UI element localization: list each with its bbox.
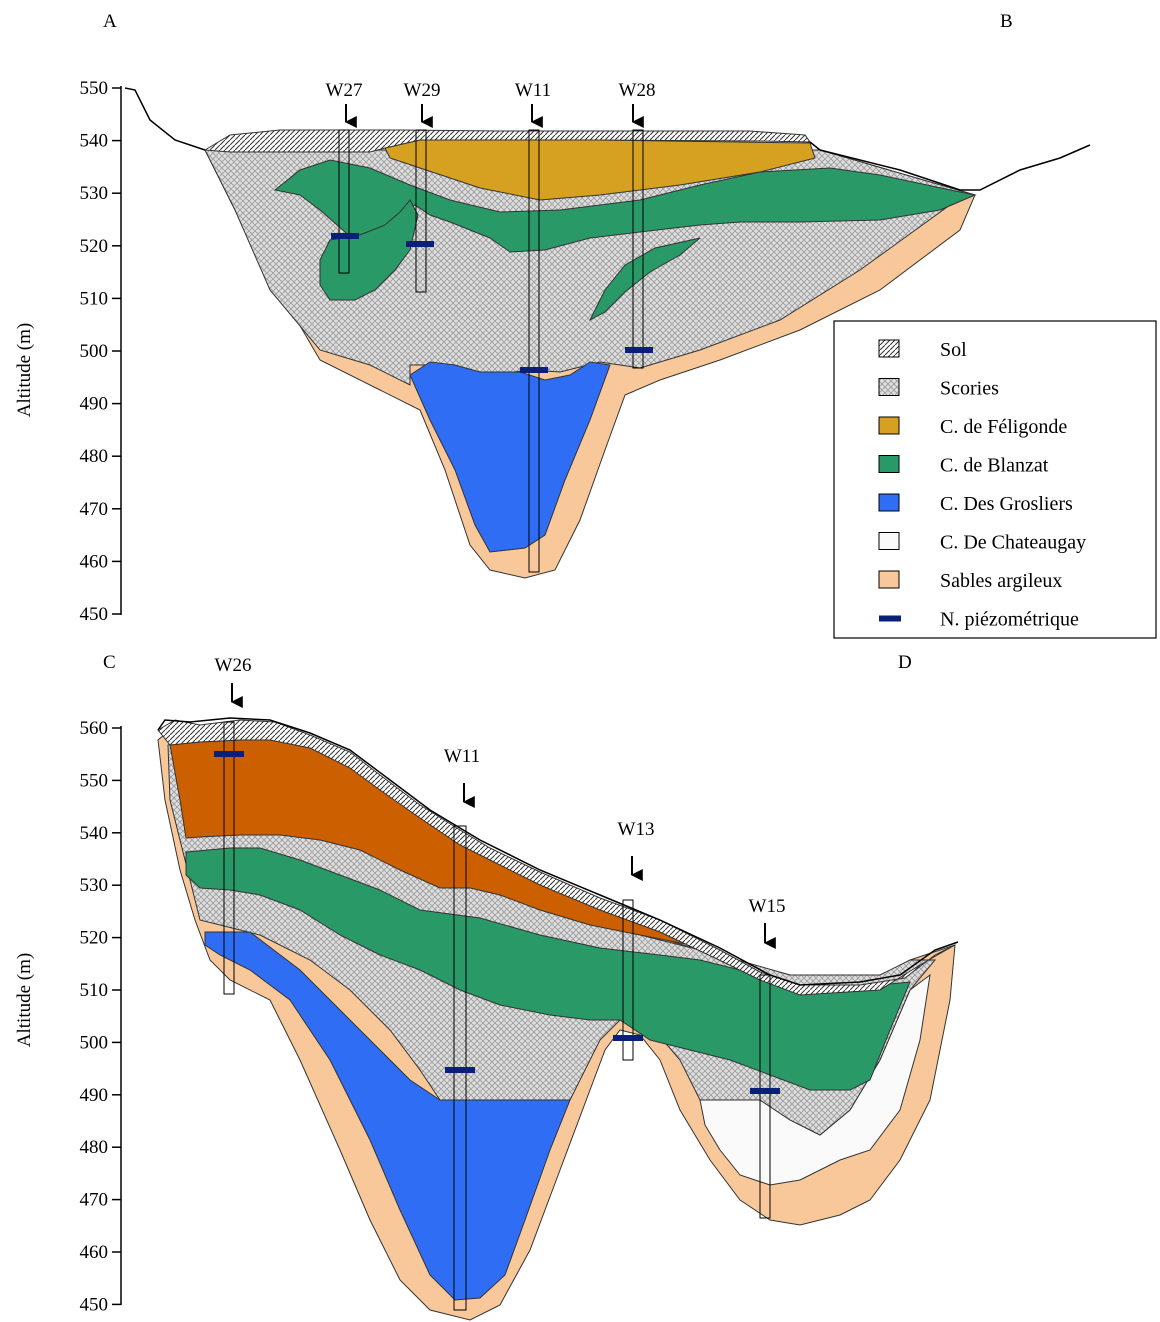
legend-swatch-6 — [878, 570, 900, 589]
corner-label-c: C — [103, 652, 116, 673]
layer-grosliers-bottom — [204, 931, 571, 1301]
legend-label-2: C. de Féligonde — [940, 416, 1067, 438]
well-casing-w15 — [759, 974, 771, 1219]
legend-label-6: Sables argileux — [940, 570, 1062, 592]
well-label-w13: W13 — [618, 819, 655, 840]
topographic-surface-top — [124, 87, 1091, 191]
well-casing-w29 — [415, 129, 427, 293]
y-axis-top-tick-label: 510 — [80, 288, 109, 309]
legend-label-5: C. De Chateaugay — [940, 532, 1086, 554]
legend-swatch-0 — [878, 339, 900, 358]
y-axis-top-tick-label: 470 — [80, 499, 109, 520]
layer-blanzat-bottom — [185, 847, 911, 1091]
piezometric-level-w13 — [613, 1035, 643, 1041]
piezometric-level-w11-top — [520, 367, 548, 373]
well-label-w11-bottom: W11 — [444, 746, 480, 767]
layer-grosliers-top — [409, 361, 611, 553]
legend: Sol Scories C. de Féligonde C. de Blanzat C.… — [833, 320, 1157, 639]
y-axis-top-tick-label: 500 — [80, 341, 109, 362]
corner-label-a: A — [103, 11, 117, 32]
wells-top: W27 W29 W11 W28 — [326, 80, 656, 573]
y-axis-top-tick-label: 540 — [80, 131, 109, 152]
y-axis-top-tick-label: 480 — [80, 446, 109, 467]
y-axis-bottom-tick-label: 520 — [80, 928, 109, 949]
y-axis-bottom: 560 550 540 530 520 510 500 490 480 470 460 450 — [80, 718, 122, 1315]
well-label-w26: W26 — [215, 655, 252, 676]
legend-label-3: C. de Blanzat — [940, 455, 1049, 477]
y-axis-top-tick-label: 460 — [80, 551, 109, 572]
piezometric-level-w28 — [625, 347, 653, 353]
well-casing-w13 — [622, 899, 634, 1061]
legend-swatch-1 — [878, 378, 900, 396]
y-axis-bottom-tick-label: 480 — [80, 1137, 109, 1158]
piezometric-level-w27 — [331, 233, 359, 239]
legend-swatch-3 — [878, 455, 900, 473]
y-axis-label-top: Altitude (m) — [14, 323, 35, 417]
layer-sol-bottom — [157, 719, 956, 996]
y-axis-top-tick-label: 550 — [80, 78, 109, 99]
piezometric-level-w26 — [214, 751, 244, 757]
y-axis-bottom-tick-label: 470 — [80, 1190, 109, 1211]
y-axis-bottom-tick-label: 500 — [80, 1032, 109, 1053]
y-axis-top-tick-label: 450 — [80, 604, 109, 625]
section-a-b: A B Altitude (m) 550 540 530 520 510 500 490 48… — [14, 11, 1091, 625]
legend-swatch-5 — [878, 532, 900, 550]
y-axis-top: 550 540 530 520 510 500 490 480 470 460 450 — [80, 78, 122, 625]
y-axis-bottom-tick-label: 560 — [80, 718, 109, 739]
layer-blanzat-lobe-left — [319, 199, 419, 301]
y-axis-bottom-tick-label: 540 — [80, 823, 109, 844]
well-casing-w28 — [632, 129, 644, 369]
legend-swatch-7 — [879, 615, 901, 622]
corner-label-d: D — [898, 652, 912, 673]
well-label-w29: W29 — [404, 80, 441, 101]
legend-label-4: C. Des Grosliers — [940, 493, 1073, 515]
legend-label-7: N. piézométrique — [940, 609, 1079, 631]
y-axis-top-tick-label: 490 — [80, 394, 109, 415]
well-label-w27: W27 — [326, 80, 363, 101]
well-label-w28: W28 — [619, 80, 656, 101]
layer-blanzat-tongue-right — [588, 237, 701, 322]
piezometric-level-w15 — [750, 1088, 780, 1094]
y-axis-bottom-tick-label: 450 — [80, 1294, 109, 1315]
y-axis-bottom-tick-label: 490 — [80, 1085, 109, 1106]
y-axis-top-tick-label: 520 — [80, 236, 109, 257]
well-label-w11-top: W11 — [515, 80, 551, 101]
well-label-w15: W15 — [749, 896, 786, 917]
well-casing-w26 — [223, 721, 235, 995]
legend-label-1: Scories — [940, 378, 999, 400]
legend-label-0: Sol — [940, 339, 967, 361]
y-axis-bottom-tick-label: 550 — [80, 770, 109, 791]
legend-swatch-4 — [878, 493, 900, 512]
topographic-surface-bottom — [157, 717, 959, 986]
y-axis-bottom-tick-label: 530 — [80, 875, 109, 896]
section-c-d: C D Altitude (m) 560 550 540 530 520 510 500 49… — [14, 652, 959, 1321]
corner-label-b: B — [1000, 11, 1013, 32]
piezometric-level-w11-bottom — [445, 1067, 475, 1073]
piezometric-level-w29 — [406, 241, 434, 247]
y-axis-top-tick-label: 530 — [80, 183, 109, 204]
wells-bottom: W26 W11 W13 W15 — [214, 655, 786, 1311]
y-axis-label-bottom: Altitude (m) — [14, 953, 35, 1047]
y-axis-bottom-tick-label: 460 — [80, 1242, 109, 1263]
y-axis-bottom-tick-label: 510 — [80, 980, 109, 1001]
legend-swatch-2 — [878, 416, 900, 435]
well-casing-w27 — [338, 129, 350, 274]
well-casing-w11-top — [528, 129, 540, 573]
